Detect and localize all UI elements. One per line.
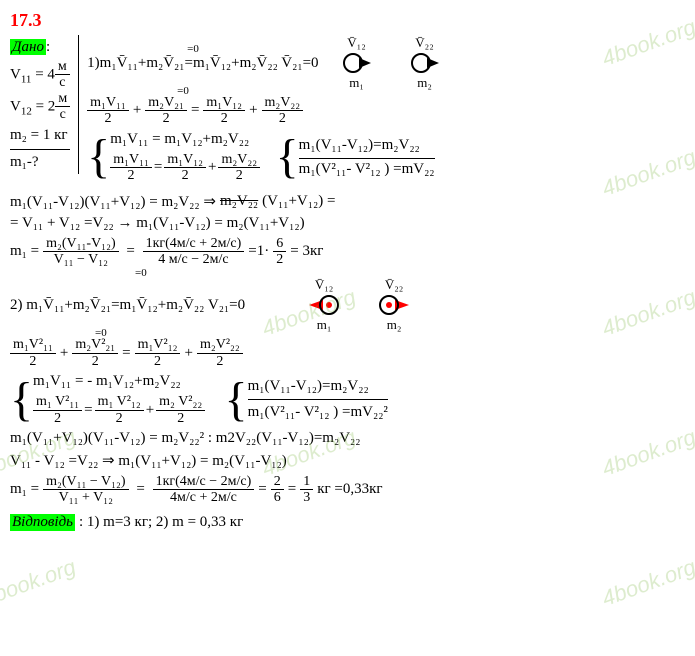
diagram-1: V̄₁₂ m₁ V̄₂₂ m₂	[343, 35, 439, 91]
m1-result-1: m₁ = m₂(V₁₁-V₁₂)V₁₁ − V₁₂ = 1кг(4м/с + 2…	[10, 236, 685, 268]
given-label: Дано	[10, 39, 46, 55]
system-2b: { m₁(V₁₁-V₁₂)=m₂V₂₂ m₁(V²₁₁- V²₁₂ ) =mV₂…	[225, 378, 388, 421]
m1-result-2: m₁ = m₂(V₁₁ − V₁₂)V₁₁ + V₁₂ = 1кг(4м/с −…	[10, 474, 685, 506]
given-v11: V11 = 4мс	[10, 59, 70, 91]
content: Дано: V11 = 4мс V12 = 2мс m₂ = 1 кг m₁-?…	[10, 35, 685, 531]
answer-row: Відповідь: 1) m=3 кг; 2) m = 0,33 кг	[10, 514, 685, 531]
system-1a: { m₁V₁₁ = m₁V₁₂+m₂V₂₂ m₁V₁₁2= m₁V₁₂2+ m₂…	[87, 131, 260, 184]
given-find: m₁-?	[10, 150, 70, 174]
mass-label: m₁	[349, 75, 364, 91]
given-v12: V12 = 2мс	[10, 91, 70, 123]
problem-number: 17.3	[10, 10, 685, 31]
system-1b: { m₁(V₁₁-V₁₂)=m₂V₂₂ m₁(V²₁₁- V²₁₂ ) =mV₂…	[276, 137, 435, 178]
given-m2: m₂ = 1 кг	[10, 123, 70, 150]
note-zero: =0	[187, 45, 199, 54]
derive-1: m₁(V₁₁-V₁₂)(V₁₁+V₁₂) = m₂V₂₂ ⇒ m₂V₂₂(V₁₁…	[10, 192, 685, 211]
answer-text: : 1) m=3 кг; 2) m = 0,33 кг	[79, 514, 243, 531]
diagram-2: V̄₁₂ m₁ V̄₂₂ m₂	[309, 277, 409, 333]
ke-eq-1: =0 m₁V₁₁2 + m₂V₂₁2 = m₁V₁₂2 + m₂V₂₂2	[87, 95, 685, 127]
derive-2: m₁(V₁₁+V₁₂)(V₁₁-V₁₂) = m₂V₂₂² : m2V₂₂(V₁…	[10, 430, 685, 447]
vec-label: V̄₂₂	[415, 35, 433, 51]
part1: =0 1)m₁V̄₁₁+m₂V̄₂₁=m₁V̄₁₂+m₂V̄₂₂ V̄₂₁=0 …	[10, 35, 685, 184]
derive-2b: V₁₁ - V₁₂ =V₂₂ ⇒ m₁(V₁₁+V₁₂) = m₂(V₁₁-V₁…	[10, 451, 685, 470]
mass-label: m₂	[417, 75, 432, 91]
vec-label: V̄₁₂	[347, 35, 365, 51]
watermark: 4book.org	[0, 554, 79, 612]
system-2a: { m₁V₁₁ = - m₁V₁₂+m₂V₂₂ m₁ V²₁₁2= m₁ V²₁…	[10, 373, 205, 426]
derive-1b: = V₁₁ + V₁₂ =V₂₂ → m₁(V₁₁-V₁₂) = m₂(V₁₁+…	[10, 215, 685, 232]
momentum-eq: 1)m₁V̄₁₁+m₂V̄₂₁=m₁V̄₁₂+m₂V̄₂₂ V̄₂₁=0	[87, 55, 318, 71]
part2-header: =0 2) m₁V̄₁₁+m₂V̄₂₁=m₁V̄₁₂+m₂V̄₂₂ V₂₁=0 …	[10, 277, 685, 333]
watermark: 4book.org	[599, 554, 695, 612]
given-block: Дано: V11 = 4мс V12 = 2мс m₂ = 1 кг m₁-?	[10, 35, 79, 174]
ke-eq-2: =0 m₁V²₁₁2 + m₂V²₂₁2 = m₁V²₁₂2 + m₂V²₂₂2	[10, 337, 685, 369]
answer-label: Відповідь	[10, 514, 75, 531]
